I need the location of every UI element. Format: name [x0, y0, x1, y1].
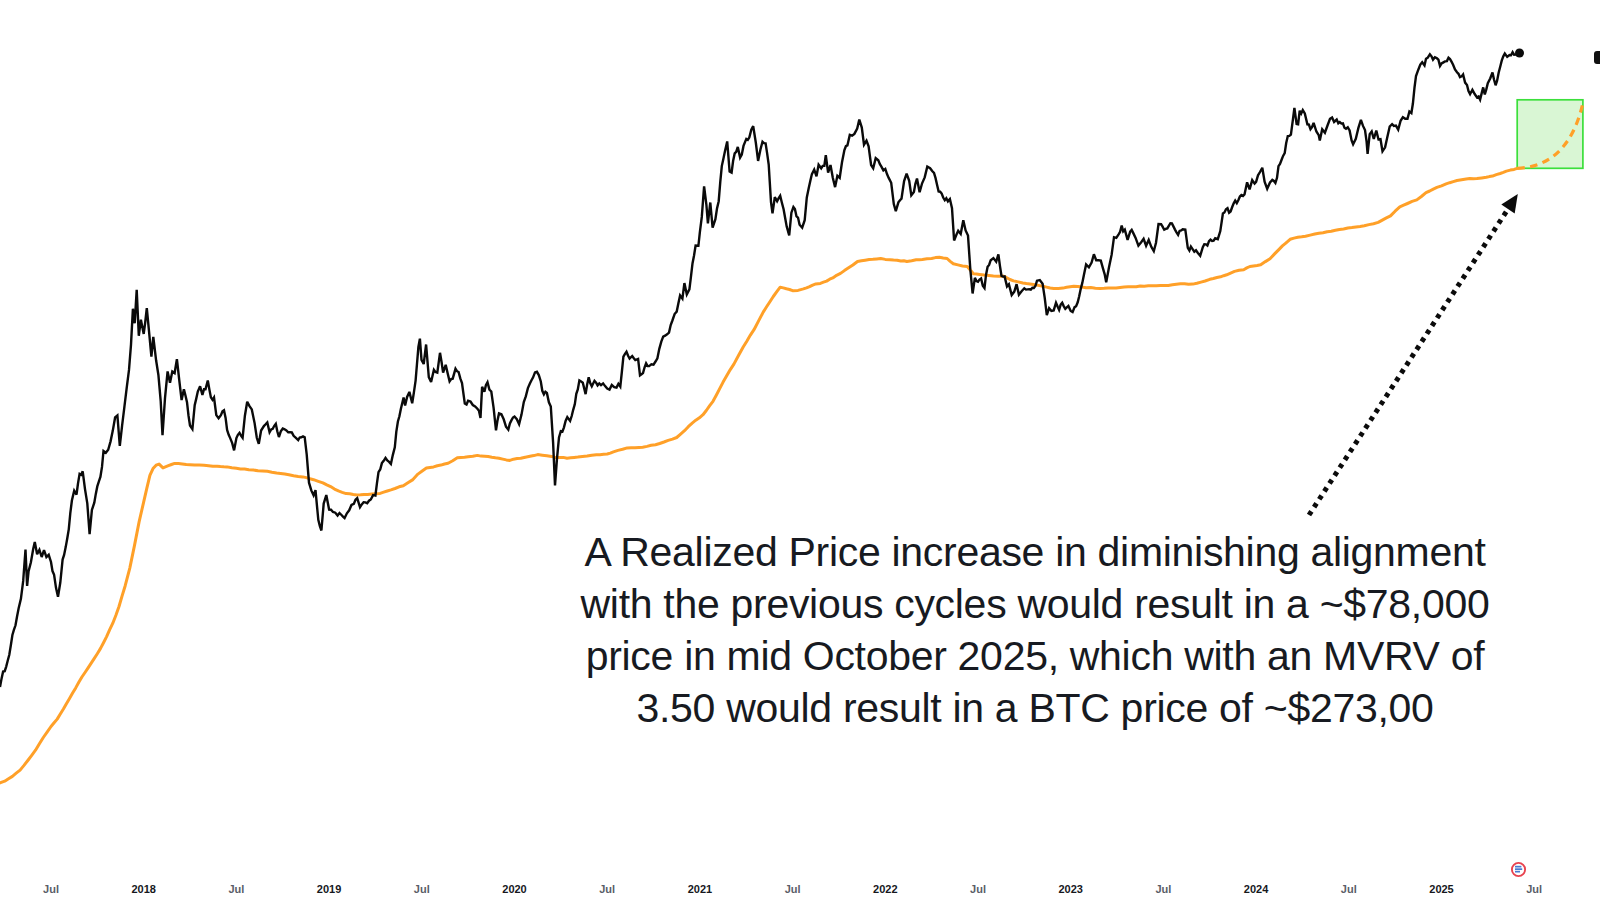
- latest-price-dot: [1515, 49, 1524, 58]
- x-axis-label-2022: 2022: [873, 883, 897, 895]
- x-axis-label-2025: 2025: [1429, 883, 1453, 895]
- x-axis-label-jul-60: Jul: [970, 883, 986, 895]
- btc-realized-price-chart: A Realized Price increase in diminishing…: [0, 0, 1600, 899]
- x-axis-label-2018: 2018: [131, 883, 155, 895]
- projection-arrow-line: [1309, 209, 1508, 515]
- annotation-text: A Realized Price increase in diminishing…: [530, 526, 1540, 734]
- x-axis-label-jul-12: Jul: [228, 883, 244, 895]
- x-axis-label-jul-84: Jul: [1341, 883, 1357, 895]
- x-axis-label-2024: 2024: [1244, 883, 1268, 895]
- x-axis-label-jul-96: Jul: [1526, 883, 1542, 895]
- x-axis-label-jul-0: Jul: [43, 883, 59, 895]
- x-axis-label-jul-72: Jul: [1155, 883, 1171, 895]
- x-axis-label-jul-48: Jul: [785, 883, 801, 895]
- x-axis-label-2023: 2023: [1058, 883, 1082, 895]
- price-chart-canvas[interactable]: [0, 0, 1600, 899]
- x-axis-label-2019: 2019: [317, 883, 341, 895]
- x-axis-label-jul-24: Jul: [414, 883, 430, 895]
- brand-logo-icon: [1510, 861, 1527, 878]
- projection-arrow-head: [1501, 194, 1518, 214]
- x-axis-label-2020: 2020: [502, 883, 526, 895]
- x-axis-label-jul-36: Jul: [599, 883, 615, 895]
- corner-cut-off-mark: [1594, 51, 1600, 64]
- x-axis-label-2021: 2021: [688, 883, 712, 895]
